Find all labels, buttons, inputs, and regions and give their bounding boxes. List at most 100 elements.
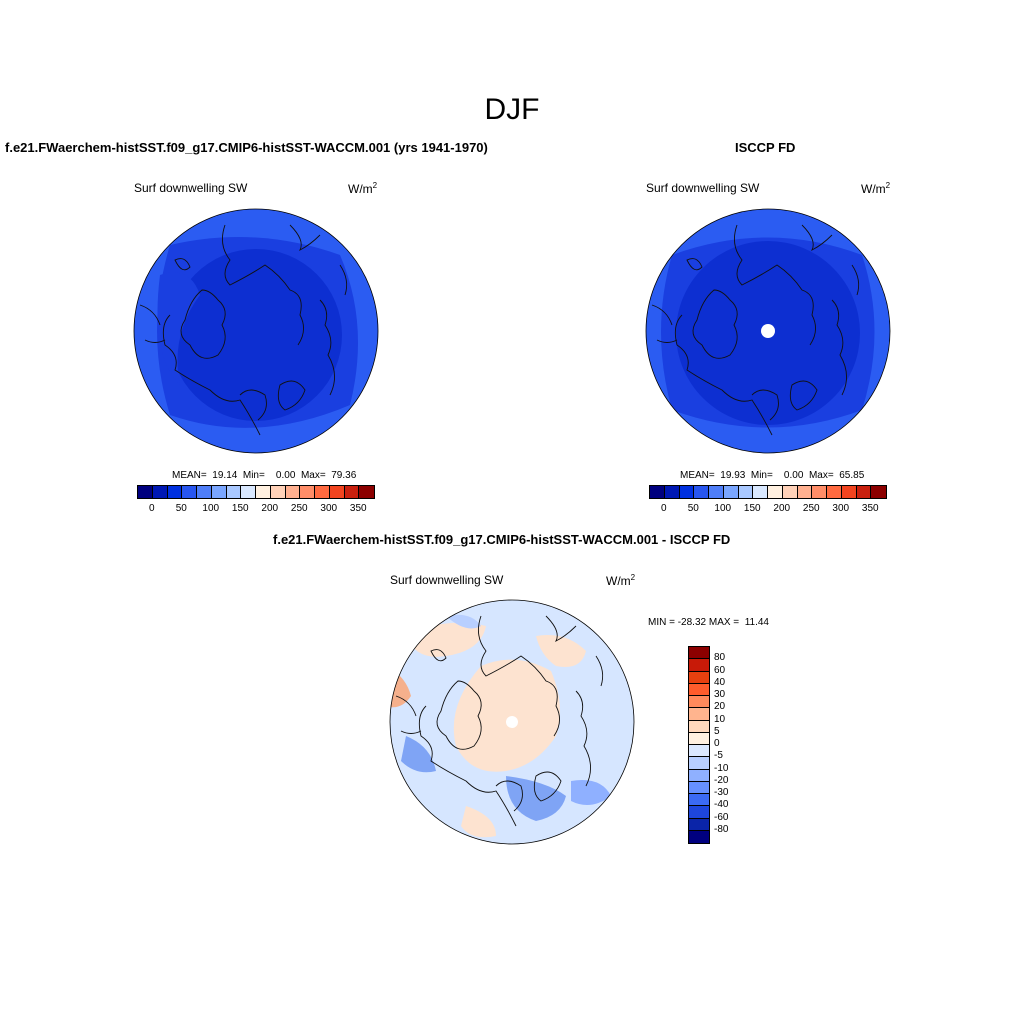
colorbar-swatch bbox=[689, 732, 709, 745]
colorbar-swatch bbox=[768, 486, 783, 498]
colorbar-swatch bbox=[152, 486, 168, 498]
colorbar-swatch bbox=[226, 486, 242, 498]
stats-obs: MEAN= 19.93 Min= 0.00 Max= 65.85 bbox=[680, 470, 865, 481]
polar-map-diff bbox=[389, 599, 635, 845]
variable-label-diff: Surf downwelling SW bbox=[390, 573, 504, 587]
colorbar-swatch bbox=[689, 647, 709, 660]
colorbar-swatch bbox=[753, 486, 768, 498]
variable-label-obs: Surf downwelling SW bbox=[646, 181, 760, 195]
colorbar-tick-label: 40 bbox=[714, 676, 726, 688]
colorbar-swatch bbox=[689, 671, 709, 684]
colorbar-swatch bbox=[138, 486, 153, 498]
colorbar-tick-label: -60 bbox=[714, 811, 729, 823]
colorbar-tick-label: -5 bbox=[714, 750, 723, 762]
colorbar-tick-label: 5 bbox=[714, 725, 720, 737]
colorbar-swatch bbox=[723, 486, 739, 498]
colorbar-swatch bbox=[689, 806, 709, 819]
colorbar-swatch bbox=[344, 486, 360, 498]
colorbar-swatch bbox=[329, 486, 345, 498]
colorbar-swatch bbox=[689, 745, 709, 758]
colorbar-swatch bbox=[689, 696, 709, 709]
colorbar-tick-label: 100 bbox=[202, 503, 220, 514]
colorbar-tick-label: 250 bbox=[802, 503, 820, 514]
colorbar-tick-label: 350 bbox=[349, 503, 367, 514]
colorbar-tick-label: -10 bbox=[714, 762, 729, 774]
colorbar-swatch bbox=[738, 486, 754, 498]
colorbar-swatch bbox=[694, 486, 709, 498]
colorbar-swatch bbox=[689, 708, 709, 721]
colorbar-tick-label: 10 bbox=[714, 713, 726, 725]
colorbar-tick-label: 20 bbox=[714, 701, 726, 713]
colorbar-tick-label: -20 bbox=[714, 774, 729, 786]
colorbar-swatch bbox=[689, 769, 709, 782]
colorbar-obs-ticks: 0 50 100 150 200 250 300 350 bbox=[649, 503, 885, 517]
colorbar-tick-label: 30 bbox=[714, 689, 726, 700]
colorbar-tick-label: 50 bbox=[175, 503, 187, 514]
colorbar-swatch bbox=[797, 486, 813, 498]
colorbar-swatch bbox=[689, 683, 709, 696]
colorbar-swatch bbox=[197, 486, 212, 498]
colorbar-tick-label: 0 bbox=[660, 503, 667, 514]
colorbar-tick-label: 150 bbox=[743, 503, 761, 514]
colorbar-model-ticks: 0 50 100 150 200 250 300 350 bbox=[137, 503, 373, 517]
colorbar-tick-label: 100 bbox=[714, 503, 732, 514]
colorbar-swatch bbox=[650, 486, 665, 498]
colorbar-swatch bbox=[841, 486, 857, 498]
colorbar-tick-label: 0 bbox=[714, 738, 720, 749]
polar-map-obs bbox=[645, 208, 891, 454]
colorbar-swatch bbox=[256, 486, 271, 498]
panel-title-model: f.e21.FWaerchem-histSST.f09_g17.CMIP6-hi… bbox=[5, 140, 488, 155]
colorbar-swatch bbox=[315, 486, 330, 498]
colorbar-model bbox=[137, 485, 375, 499]
colorbar-swatch bbox=[300, 486, 315, 498]
panel-title-diff: f.e21.FWaerchem-histSST.f09_g17.CMIP6-hi… bbox=[273, 532, 731, 547]
colorbar-tick-label: 200 bbox=[261, 503, 279, 514]
units-label-model: W/m2 bbox=[348, 181, 378, 196]
colorbar-swatch bbox=[664, 486, 680, 498]
colorbar-tick-label: 80 bbox=[714, 652, 726, 664]
colorbar-swatch bbox=[689, 830, 709, 843]
colorbar-swatch bbox=[689, 781, 709, 794]
colorbar-swatch bbox=[812, 486, 827, 498]
colorbar-swatch bbox=[871, 486, 886, 498]
colorbar-tick-label: 300 bbox=[320, 503, 338, 514]
variable-label-model: Surf downwelling SW bbox=[134, 181, 248, 195]
colorbar-tick-label: 60 bbox=[714, 664, 726, 676]
colorbar-swatch bbox=[856, 486, 872, 498]
colorbar-swatch bbox=[359, 486, 374, 498]
colorbar-swatch bbox=[689, 818, 709, 831]
colorbar-swatch bbox=[679, 486, 695, 498]
colorbar-tick-label: -40 bbox=[714, 799, 729, 811]
colorbar-diff bbox=[688, 646, 710, 844]
colorbar-tick-label: -30 bbox=[714, 787, 729, 798]
colorbar-tick-label: 0 bbox=[148, 503, 155, 514]
stats-diff: MIN = -28.32 MAX = 11.44 bbox=[648, 617, 769, 628]
colorbar-tick-label: 250 bbox=[290, 503, 308, 514]
colorbar-swatch bbox=[241, 486, 256, 498]
colorbar-tick-label: 150 bbox=[231, 503, 249, 514]
colorbar-tick-label: 300 bbox=[832, 503, 850, 514]
colorbar-tick-label: 200 bbox=[773, 503, 791, 514]
stats-model: MEAN= 19.14 Min= 0.00 Max= 79.36 bbox=[172, 470, 357, 481]
colorbar-swatch bbox=[827, 486, 842, 498]
colorbar-tick-label: -80 bbox=[714, 823, 729, 835]
units-label-obs: W/m2 bbox=[861, 181, 891, 196]
colorbar-swatch bbox=[285, 486, 301, 498]
colorbar-tick-label: 350 bbox=[861, 503, 879, 514]
colorbar-swatch bbox=[167, 486, 183, 498]
colorbar-swatch bbox=[270, 486, 286, 498]
colorbar-swatch bbox=[689, 659, 709, 672]
polar-map-model bbox=[133, 208, 379, 454]
panel-title-obs: ISCCP FD bbox=[735, 140, 796, 155]
colorbar-swatch bbox=[689, 794, 709, 807]
colorbar-swatch bbox=[182, 486, 197, 498]
colorbar-obs bbox=[649, 485, 887, 499]
colorbar-tick-label: 50 bbox=[687, 503, 699, 514]
colorbar-swatch bbox=[782, 486, 798, 498]
figure-title: DJF bbox=[484, 93, 540, 126]
colorbar-swatch bbox=[211, 486, 227, 498]
colorbar-swatch bbox=[709, 486, 724, 498]
colorbar-swatch bbox=[689, 757, 709, 770]
colorbar-swatch bbox=[689, 720, 709, 733]
units-label-diff: W/m2 bbox=[606, 573, 636, 588]
